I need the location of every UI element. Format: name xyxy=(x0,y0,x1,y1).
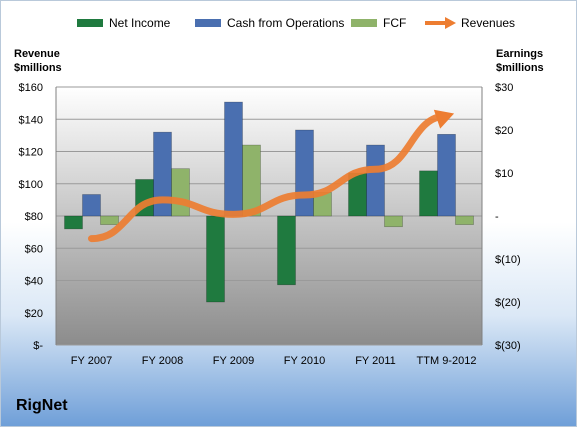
right-tick-label-3: - xyxy=(495,211,499,223)
bar-cash-from-operations-2 xyxy=(224,101,243,217)
company-name: RigNet xyxy=(16,397,68,414)
x-tick-label-1: FY 2008 xyxy=(142,355,183,367)
x-tick-label-4: FY 2011 xyxy=(355,355,396,367)
bar-cash-from-operations-5 xyxy=(437,134,456,217)
right-tick-label-4: $10 xyxy=(495,168,513,180)
right-tick-label-5: $20 xyxy=(495,125,513,137)
legend-net-income: Net Income xyxy=(77,16,170,30)
left-tick-label-4: $80 xyxy=(25,211,43,223)
x-tick-label-0: FY 2007 xyxy=(71,355,112,367)
right-axis-title-line1: Earnings xyxy=(496,48,544,60)
legend-label-fcf: FCF xyxy=(383,16,407,30)
x-tick-label-3: FY 2010 xyxy=(284,355,325,367)
legend-label-revenues: Revenues xyxy=(461,16,516,30)
legend-cash-from-operations: Cash from Operations xyxy=(195,16,344,30)
bar-cash-from-operations-3 xyxy=(295,129,314,217)
right-tick-label-2: $(10) xyxy=(495,254,521,266)
bar-net-income-5 xyxy=(419,170,438,217)
right-tick-label-0: $(30) xyxy=(495,340,521,352)
revenues-line xyxy=(88,112,450,243)
revenues-arrowhead xyxy=(433,109,455,129)
legend-swatch-cash-from-operations xyxy=(195,19,221,27)
left-tick-label-6: $120 xyxy=(19,147,43,159)
right-axis-title-line2: $millions xyxy=(496,62,544,74)
bar-fcf-0 xyxy=(100,215,119,225)
left-tick-label-1: $20 xyxy=(25,308,43,320)
bar-net-income-2 xyxy=(206,215,225,303)
legend-label-net-income: Net Income xyxy=(109,16,171,30)
bar-net-income-3 xyxy=(277,215,296,286)
bar-cash-from-operations-0 xyxy=(82,194,101,217)
left-tick-label-7: $140 xyxy=(19,114,43,126)
left-axis-title: Revenue $millions xyxy=(14,47,62,75)
left-tick-label-5: $100 xyxy=(19,179,43,191)
bar-fcf-4 xyxy=(384,215,403,228)
right-tick-label-1: $(20) xyxy=(495,297,521,309)
bar-fcf-2 xyxy=(242,144,261,217)
left-axis-title-line2: $millions xyxy=(14,62,62,74)
left-tick-label-2: $40 xyxy=(25,276,43,288)
left-tick-label-8: $160 xyxy=(19,82,43,94)
bar-fcf-5 xyxy=(455,215,474,225)
left-axis-title-line1: Revenue xyxy=(14,48,60,60)
x-tick-label-5: TTM 9-2012 xyxy=(417,355,477,367)
legend-fcf: FCF xyxy=(351,16,406,30)
right-tick-label-6: $30 xyxy=(495,82,513,94)
x-tick-label-2: FY 2009 xyxy=(213,355,254,367)
bar-net-income-4 xyxy=(348,172,367,217)
legend-arrow-icon xyxy=(425,17,456,29)
bar-fcf-1 xyxy=(171,168,190,217)
bar-net-income-0 xyxy=(64,215,83,230)
legend-swatch-fcf xyxy=(351,19,377,27)
legend-swatch-net-income xyxy=(77,19,103,27)
right-axis-title: Earnings $millions xyxy=(496,47,544,75)
bar-cash-from-operations-4 xyxy=(366,144,385,217)
left-tick-label-0: $- xyxy=(33,340,43,352)
left-tick-label-3: $60 xyxy=(25,243,43,255)
legend-revenues: Revenues xyxy=(423,16,515,30)
legend-label-cash-from-operations: Cash from Operations xyxy=(227,16,345,30)
